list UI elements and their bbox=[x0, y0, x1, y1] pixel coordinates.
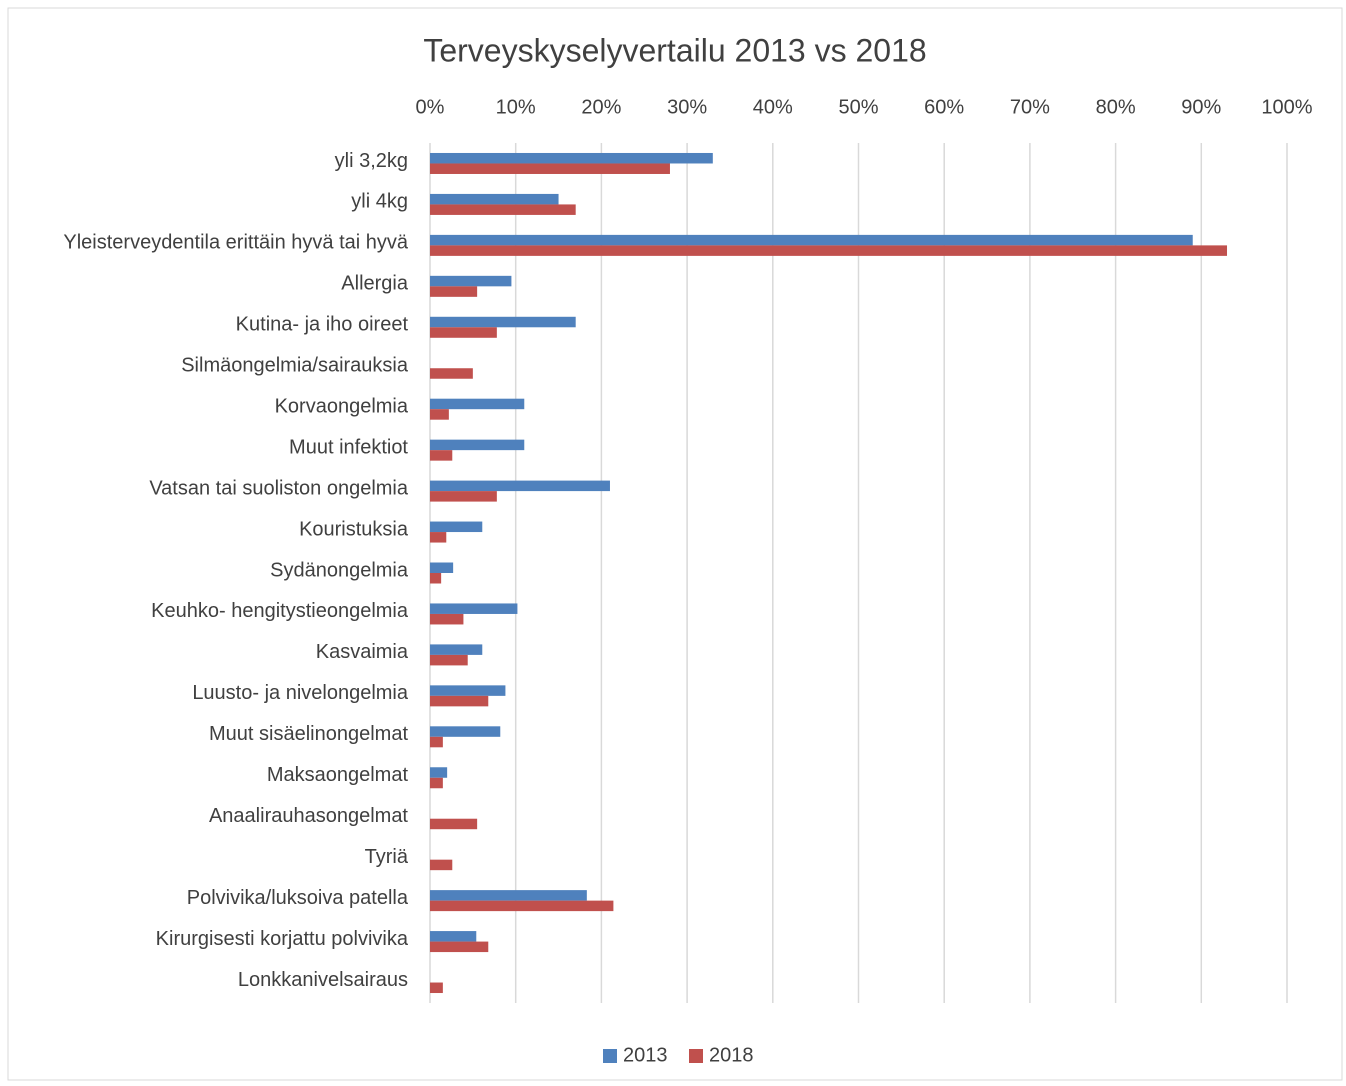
y-tick-label: Allergia bbox=[341, 273, 409, 295]
y-tick-label: Vatsan tai suoliston ongelmia bbox=[149, 477, 409, 499]
chart-title: Terveyskyselyvertailu 2013 vs 2018 bbox=[423, 32, 926, 68]
bar bbox=[430, 767, 448, 778]
bar bbox=[430, 450, 453, 461]
x-tick-label: 0% bbox=[416, 96, 445, 118]
chart-border bbox=[7, 7, 1343, 1081]
y-tick-label: yli 4kg bbox=[351, 191, 408, 213]
x-tick-label: 90% bbox=[1181, 96, 1221, 118]
x-tick-label: 50% bbox=[838, 96, 878, 118]
bar bbox=[430, 409, 449, 420]
y-tick-label: Tyriä bbox=[365, 846, 409, 868]
bar bbox=[430, 521, 483, 533]
bar bbox=[430, 644, 483, 655]
bar bbox=[430, 777, 443, 789]
y-tick-label: Keuhko- hengitystieongelmia bbox=[151, 600, 409, 622]
x-tick-label: 40% bbox=[753, 96, 793, 118]
bar bbox=[430, 275, 512, 287]
y-tick-label: Lonkkanivelsairaus bbox=[238, 969, 408, 991]
bar bbox=[430, 491, 497, 502]
bar bbox=[430, 245, 1228, 256]
bar bbox=[430, 193, 559, 205]
y-tick-label: Yleisterveydentila erittäin hyvä tai hyv… bbox=[63, 232, 408, 254]
x-tick-label: 20% bbox=[581, 96, 621, 118]
bar bbox=[430, 982, 443, 994]
y-tick-label: Kasvaimia bbox=[316, 641, 409, 663]
bar bbox=[430, 695, 489, 707]
bar bbox=[430, 532, 447, 543]
bar bbox=[430, 603, 518, 614]
bar bbox=[430, 941, 489, 953]
bar bbox=[430, 152, 713, 164]
x-tick-label: 60% bbox=[924, 96, 964, 118]
bar bbox=[430, 316, 576, 328]
bar bbox=[430, 931, 477, 942]
y-tick-label: Anaalirauhasongelmat bbox=[209, 805, 408, 827]
x-tick-label: 30% bbox=[667, 96, 707, 118]
bar bbox=[430, 654, 468, 666]
bar bbox=[430, 368, 473, 379]
legend-swatch bbox=[603, 1049, 617, 1063]
legend-label: 2013 bbox=[623, 1044, 668, 1066]
bar bbox=[430, 818, 478, 830]
y-tick-label: Luusto- ja nivelongelmia bbox=[192, 682, 409, 704]
y-tick-label: Polvivika/luksoiva patella bbox=[187, 887, 409, 909]
bar bbox=[430, 859, 453, 871]
bar bbox=[430, 398, 525, 410]
y-tick-label: Muut sisäelinongelmat bbox=[209, 723, 408, 745]
bar bbox=[430, 163, 670, 174]
y-tick-label: yli 3,2kg bbox=[335, 150, 408, 172]
bar bbox=[430, 204, 576, 215]
y-tick-label: Kirurgisesti korjattu polvivika bbox=[156, 928, 409, 950]
legend-swatch bbox=[689, 1049, 703, 1063]
bar bbox=[430, 726, 501, 737]
bar bbox=[430, 890, 587, 901]
bar bbox=[430, 234, 1193, 246]
bar bbox=[430, 613, 464, 625]
bar bbox=[430, 286, 478, 297]
bar bbox=[430, 573, 442, 584]
y-tick-label: Sydänongelmia bbox=[270, 559, 409, 581]
bar bbox=[430, 439, 525, 451]
legend-label: 2018 bbox=[709, 1044, 754, 1066]
y-tick-label: Kouristuksia bbox=[299, 518, 409, 540]
x-tick-label: 70% bbox=[1010, 96, 1050, 118]
y-tick-label: Maksaongelmat bbox=[267, 764, 409, 786]
bar bbox=[430, 562, 454, 573]
bar bbox=[430, 685, 506, 696]
x-tick-label: 100% bbox=[1261, 96, 1312, 118]
bar bbox=[430, 900, 614, 912]
bar bbox=[430, 736, 443, 748]
y-tick-label: Kutina- ja iho oireet bbox=[236, 314, 409, 336]
bar bbox=[430, 327, 497, 338]
x-tick-label: 80% bbox=[1096, 96, 1136, 118]
y-tick-label: Korvaongelmia bbox=[275, 395, 409, 417]
y-tick-label: Muut infektiot bbox=[289, 436, 408, 458]
x-tick-label: 10% bbox=[496, 96, 536, 118]
y-tick-label: Silmäongelmia/sairauksia bbox=[181, 355, 409, 377]
bar bbox=[430, 480, 610, 492]
